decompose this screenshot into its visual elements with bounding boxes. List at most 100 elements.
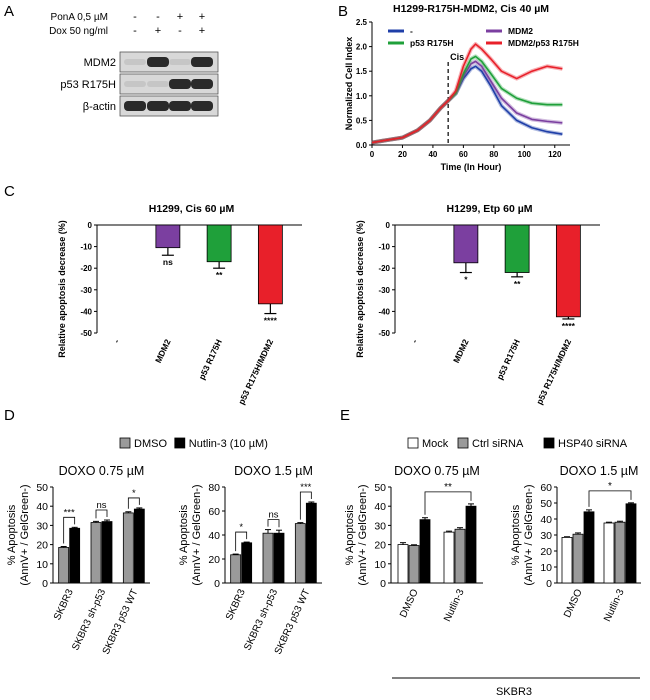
chart-b-y-tick-label: 2.5 (356, 18, 368, 27)
chart-grouped-y-tick-label: 50 (540, 498, 552, 510)
legend-e-swatch (457, 437, 469, 449)
chart-grouped-ylabel-line2: (AnnV+ / GelGreen-) (191, 484, 203, 585)
chart-grouped-y-tick-label: 0 (42, 578, 48, 590)
chart-grouped-ylabel-line2: (AnnV+ / GelGreen-) (357, 484, 369, 585)
chart-grouped-significance: * (132, 488, 136, 499)
chart-c-y-tick-label: -30 (378, 286, 390, 295)
chart-grouped-title: DOXO 0.75 µM (59, 464, 145, 478)
chart-grouped-bar (614, 521, 626, 584)
chart-grouped-category-label: SKBR3 (52, 587, 76, 622)
blot-condition-value: + (177, 11, 183, 23)
chart-grouped-y-tick-label: 20 (374, 540, 386, 552)
chart-b-x-tick-label: 60 (459, 150, 468, 159)
chart-grouped-y-tick-label: 50 (374, 482, 386, 494)
blot-condition-value: - (133, 11, 137, 23)
chart-c-category-label: p53 R175H/MDM2 (236, 337, 275, 406)
chart-c2-bar: H1299, Etp 60 µM 0 -10 -20 -30 -40 -50 Relative… (355, 203, 600, 406)
chart-c-category-label: MDM2 (153, 337, 173, 364)
blot-band-faint (147, 81, 169, 87)
chart-grouped-bar (133, 508, 145, 584)
chart-grouped-y-tick-label: 20 (540, 546, 552, 558)
western-blot: PonA 0,5 µM - - + + Dox 50 ng/ml - + - + MDM2 p53 R… (49, 11, 219, 117)
chart-c-title: H1299, Etp 60 µM (447, 203, 533, 215)
chart-grouped-bar (58, 547, 70, 584)
panel-label-e: E (340, 407, 350, 424)
chart-grouped-category-label: SKBR3 (224, 587, 248, 622)
chart-d1-bar: DOXO 0.75 µM 0 10 20 30 40 50 % Apoptosis (AnnV+… (6, 464, 150, 656)
chart-grouped-significance: * (239, 522, 243, 533)
chart-grouped-y-tick-label: 10 (36, 559, 48, 571)
chart-c-bar (206, 224, 232, 263)
blot-condition-label: PonA 0,5 µM (51, 12, 108, 23)
chart-grouped-y-tick-label: 40 (540, 514, 552, 526)
legend-d-swatch (119, 437, 131, 449)
blot-condition-value: - (133, 25, 137, 37)
legend-d: DMSO Nutlin-3 (10 µM) (119, 437, 268, 450)
legend-e-swatch (407, 437, 419, 449)
chart-b-x-tick-label: 40 (428, 150, 437, 159)
blot-condition-value: + (199, 11, 205, 23)
chart-grouped-y-tick-label: 0 (546, 578, 552, 590)
chart-b-x-tick-label: 20 (398, 150, 407, 159)
chart-c-significance: ** (514, 279, 521, 289)
chart-b-legend-label: p53 R175H (410, 38, 453, 48)
chart-c-significance: ** (216, 270, 223, 280)
footer-e-label: SKBR3 (496, 686, 532, 698)
panel-label-b: B (338, 3, 348, 20)
legend-e-swatch (543, 437, 555, 449)
chart-c-title: H1299, Cis 60 µM (149, 203, 235, 215)
chart-grouped-bar (230, 554, 242, 584)
blot-row-label: β-actin (83, 101, 116, 113)
chart-grouped-bracket (127, 497, 140, 509)
chart-b-title: H1299-R175H-MDM2, Cis 40 µM (393, 3, 549, 15)
chart-c-y-tick-label: -50 (378, 329, 390, 338)
chart-grouped-bar (294, 523, 306, 584)
chart-grouped-title: DOXO 1.5 µM (560, 464, 639, 478)
chart-e1-bar: DOXO 0.75 µM 0 10 20 30 40 50 % Apoptosis (AnnV+… (344, 464, 483, 624)
chart-grouped-bar (583, 511, 595, 584)
chart-c-y-tick-label: -30 (80, 286, 92, 295)
chart-grouped-bar (443, 531, 455, 584)
chart-grouped-category-label: DMSO (562, 587, 585, 619)
chart-grouped-category-label: SKBR3 sh-p53 (242, 587, 280, 652)
chart-grouped-y-tick-label: 50 (36, 482, 48, 494)
chart-grouped-ylabel-line1: % Apoptosis (178, 504, 190, 565)
chart-grouped-bar (90, 522, 102, 584)
footer-e: SKBR3 (392, 677, 640, 698)
chart-grouped-bar (122, 512, 134, 584)
chart-grouped-bar (603, 522, 615, 584)
chart-b-x-tick-label: 100 (518, 150, 532, 159)
chart-grouped-y-tick-label: 10 (374, 559, 386, 571)
chart-grouped-ylabel-line2: (AnnV+ / GelGreen-) (523, 484, 535, 585)
chart-grouped-category-label: Nutlin-3 (442, 587, 467, 623)
blot-band (169, 79, 191, 89)
chart-b-legend-label: MDM2/p53 R175H (508, 38, 579, 48)
chart-c-bar (453, 224, 479, 264)
chart-grouped-bar (397, 544, 409, 584)
chart-grouped-title: DOXO 1.5 µM (234, 464, 313, 478)
chart-c-y-tick-label: -10 (80, 243, 92, 252)
chart-grouped-bar (625, 503, 637, 584)
chart-b-x-tick-label: 80 (489, 150, 498, 159)
blot-condition-value: + (155, 25, 161, 37)
chart-grouped-category-label: Nutlin-3 (602, 587, 627, 623)
blot-band-faint (169, 59, 191, 65)
chart-b-y-tick-label: 1.5 (356, 67, 368, 76)
chart-c-bar (555, 224, 581, 318)
chart-grouped-y-tick-label: 40 (208, 530, 220, 542)
chart-c-y-tick-label: -50 (80, 329, 92, 338)
chart-c-category-label: p53 R175H/MDM2 (534, 337, 573, 406)
chart-grouped-span (588, 490, 632, 507)
chart-grouped-ylabel-line1: % Apoptosis (6, 504, 18, 565)
legend-e: Mock Ctrl siRNA HSP40 siRNA (407, 437, 628, 450)
chart-grouped-bar (408, 545, 420, 584)
chart-grouped-y-tick-label: 40 (36, 501, 48, 513)
chart-grouped-ylabel-line2: (AnnV+ / GelGreen-) (19, 484, 31, 585)
legend-e-label: Mock (422, 438, 449, 450)
chart-grouped-y-tick-label: 60 (540, 482, 552, 494)
chart-c-ylabel: Relative apoptosis decrease (%) (57, 220, 67, 358)
chart-c-category-label: MDM2 (451, 337, 471, 364)
chart-c-bar (257, 224, 283, 305)
chart-b-x-tick-label: 0 (370, 150, 375, 159)
